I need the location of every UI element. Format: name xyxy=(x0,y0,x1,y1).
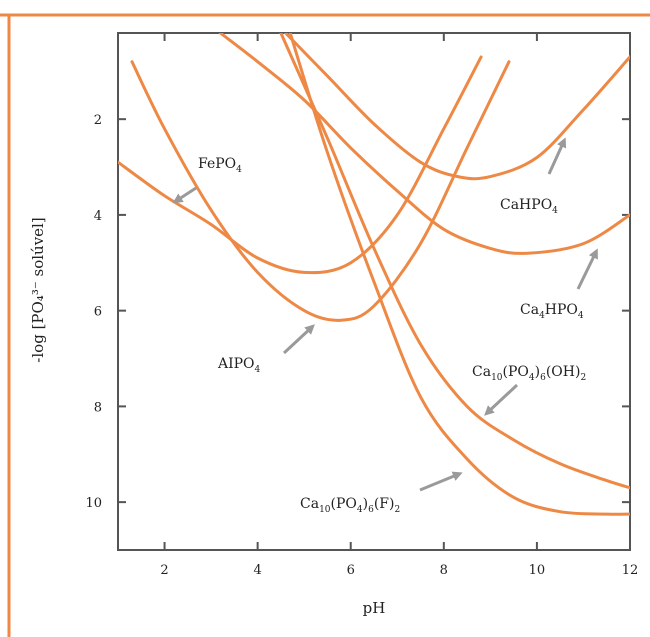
y-tick-label: 8 xyxy=(94,400,102,415)
x-tick-label: 6 xyxy=(347,563,355,578)
x-tick-label: 8 xyxy=(440,563,448,578)
label-cahpo4: CaHPO4 xyxy=(500,197,558,216)
x-tick-label: 12 xyxy=(622,563,639,578)
arrow-aipo4 xyxy=(282,324,315,355)
label-ca4hpo4: Ca4HPO4 xyxy=(520,302,584,321)
curves xyxy=(118,33,630,516)
y-tick-label: 10 xyxy=(85,496,102,511)
arrow-ca4hpo4 xyxy=(576,248,598,290)
curve-hap xyxy=(279,33,630,490)
label-hap: Ca10(PO4)6(OH)2 xyxy=(472,364,586,383)
label-fepo4: FePO4 xyxy=(198,156,242,175)
arrow-fap xyxy=(419,471,463,492)
y-tick-label: 6 xyxy=(94,305,102,320)
y-tick-label: 2 xyxy=(94,113,102,128)
curve-cahpo4 xyxy=(284,33,630,181)
plot-area-border xyxy=(117,32,631,551)
axis-ticks: 2 4 6 8 10 12 2 4 6 8 10 xyxy=(85,33,638,578)
x-tick-label: 2 xyxy=(160,563,168,578)
curve-fap xyxy=(288,33,630,516)
y-axis-title: -log [PO₄³⁻ solúvel] xyxy=(29,217,47,362)
arrow-fepo4 xyxy=(172,186,197,204)
arrow-hap xyxy=(484,383,519,416)
label-fap: Ca10(PO4)6(F)2 xyxy=(300,496,400,515)
label-aipo4: AIPO4 xyxy=(217,356,261,375)
y-tick-label: 4 xyxy=(94,209,102,224)
x-axis-title: pH xyxy=(363,599,386,617)
curve-aipo4 xyxy=(130,60,511,322)
x-tick-label: 4 xyxy=(253,563,261,578)
x-tick-label: 10 xyxy=(529,563,546,578)
annotation-arrows xyxy=(172,137,598,492)
arrow-cahpo4 xyxy=(547,137,567,175)
curve-fepo4 xyxy=(118,55,483,275)
curve-ca4hpo4 xyxy=(218,33,630,255)
